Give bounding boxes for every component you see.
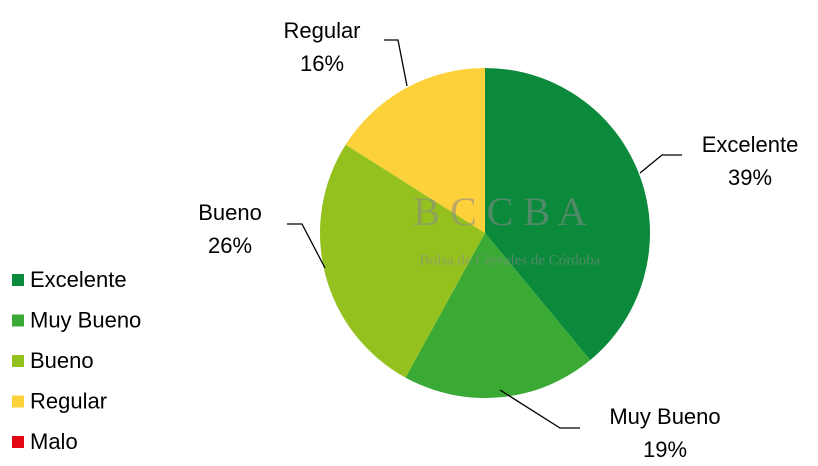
legend-swatch [12, 314, 24, 327]
leader-line [384, 39, 408, 87]
data-label-name: Bueno [198, 200, 262, 225]
data-label-name: Muy Bueno [609, 404, 720, 429]
legend-label: Regular [30, 388, 107, 413]
data-label: 19% [643, 437, 687, 461]
legend-label: Malo [30, 429, 78, 454]
watermark-logo: B C C B A [413, 189, 587, 234]
data-label: 26% [208, 233, 252, 258]
pie-slice [485, 68, 650, 361]
data-label-name: Regular [283, 18, 360, 43]
pie-slice [405, 233, 591, 398]
legend-swatch [12, 355, 24, 367]
legend-swatch [12, 395, 24, 408]
leader-line [287, 223, 326, 269]
leader-line [639, 154, 682, 174]
leader-line [499, 389, 580, 429]
watermark-caption: Bolsa de Cereales de Córdoba [420, 252, 601, 268]
pie-slice [319, 144, 485, 378]
legend-swatch [12, 274, 24, 286]
data-label: 39% [728, 165, 772, 190]
legend-swatch [12, 436, 24, 448]
legend-label: Muy Bueno [30, 307, 141, 332]
pie-slice [345, 68, 485, 233]
data-label-name: Excelente [702, 132, 799, 157]
data-label: 16% [300, 51, 344, 76]
legend-label: Excelente [30, 267, 127, 292]
legend-label: Bueno [30, 348, 94, 373]
